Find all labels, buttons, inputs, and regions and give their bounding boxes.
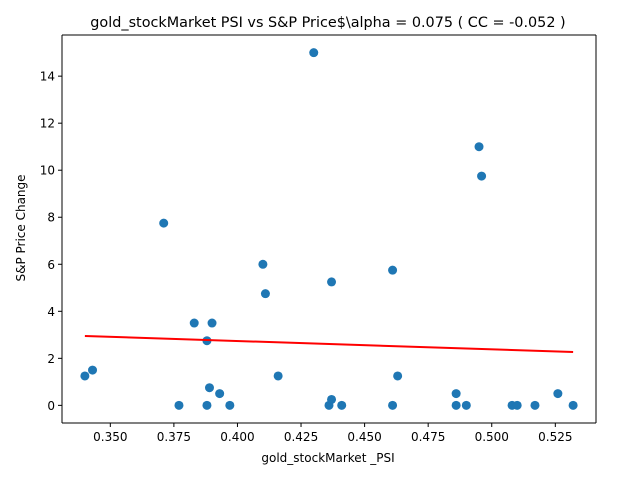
data-point [174, 400, 184, 410]
fit-line [84, 334, 574, 353]
data-point [309, 48, 319, 58]
data-point [260, 289, 270, 299]
y-tick-label: 0 [47, 399, 55, 413]
plot-area: 0.350 0.375 0.400 0.425 0.450 0.475 0.500 0.525… [40, 34, 597, 444]
data-point [258, 259, 268, 269]
data-point [530, 400, 540, 410]
data-point [204, 383, 214, 393]
x-axis-label: gold_stockMarket _PSI [261, 451, 394, 465]
data-point [202, 400, 212, 410]
data-point [88, 365, 98, 375]
data-point [451, 389, 461, 399]
data-point [273, 371, 283, 381]
x-tick-label: 0.350 [93, 430, 127, 444]
chart-title: gold_stockMarket PSI vs S&P Price$\alpha… [90, 15, 565, 31]
y-tick-label: 8 [47, 211, 55, 225]
y-tick-label: 12 [40, 117, 55, 131]
y-axis-label: S&P Price Change [14, 174, 28, 281]
y-tick-label: 10 [40, 164, 55, 178]
data-point [477, 171, 487, 181]
data-point [215, 389, 225, 399]
x-tick-label: 0.500 [475, 430, 509, 444]
x-tick-label: 0.425 [284, 430, 318, 444]
data-point [189, 318, 199, 328]
data-point [327, 394, 337, 404]
data-point [225, 400, 235, 410]
data-point [207, 318, 217, 328]
data-point [80, 371, 90, 381]
x-tick-label: 0.375 [157, 430, 191, 444]
x-tick-label: 0.400 [220, 430, 254, 444]
y-tick-label: 6 [47, 258, 55, 272]
y-tick-label: 14 [40, 70, 55, 84]
data-point [568, 400, 578, 410]
y-tick-label: 2 [47, 352, 55, 366]
data-point [393, 371, 403, 381]
data-point [461, 400, 471, 410]
x-tick-label: 0.525 [538, 430, 572, 444]
data-point [388, 265, 398, 275]
x-tick-label: 0.450 [347, 430, 381, 444]
data-point [553, 389, 563, 399]
data-point [474, 142, 484, 152]
data-point [159, 218, 169, 228]
x-tick-label: 0.475 [411, 430, 445, 444]
data-point [337, 400, 347, 410]
y-tick-label: 4 [47, 305, 55, 319]
data-point [512, 400, 522, 410]
data-point [327, 277, 337, 287]
data-point [388, 400, 398, 410]
data-point [451, 400, 461, 410]
